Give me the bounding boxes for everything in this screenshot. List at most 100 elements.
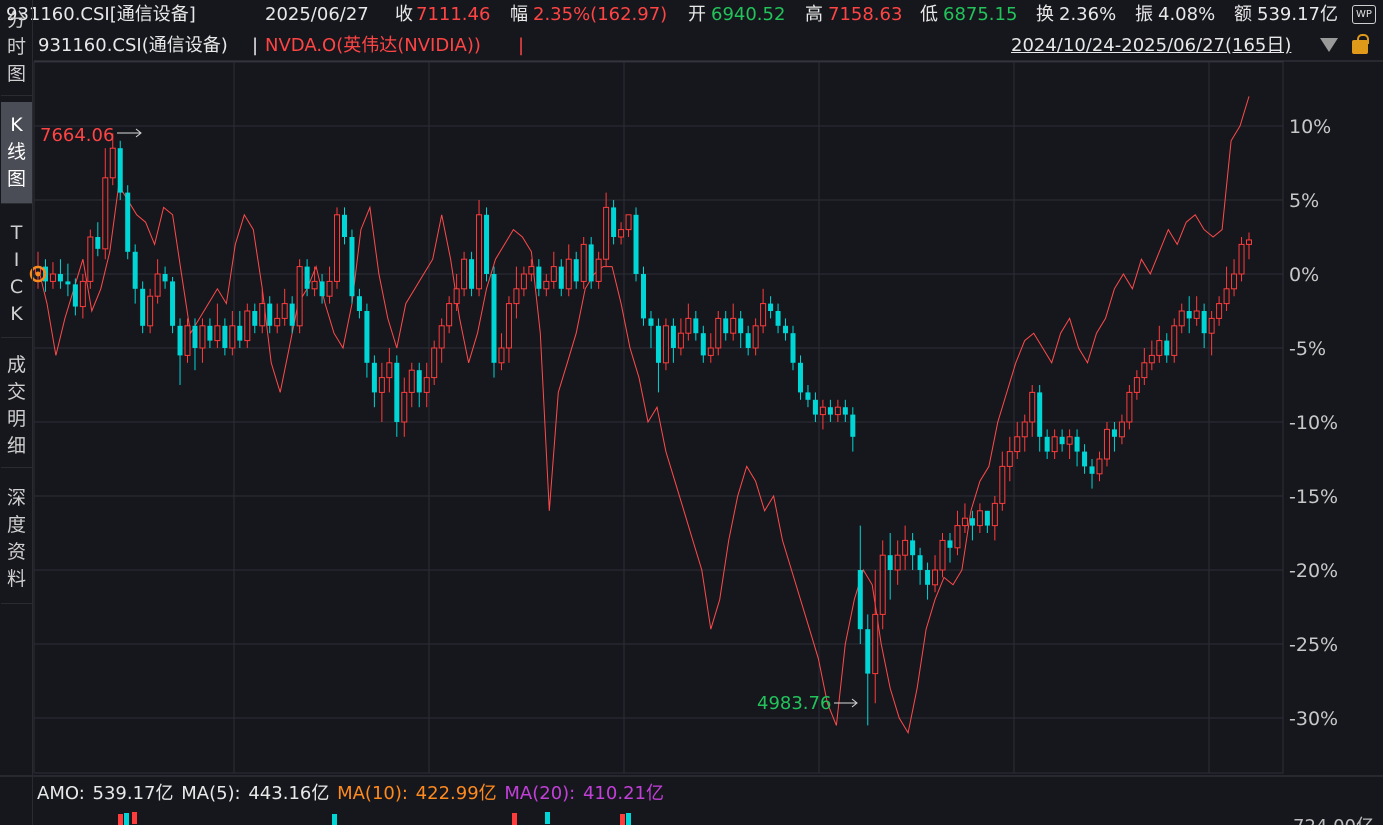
compare-series-label[interactable]: NVDA.O(英伟达(NVIDIA)) (265, 35, 481, 56)
sidebar-char: I (13, 248, 20, 271)
sidebar-char: 深 (6, 486, 26, 509)
candle (1103, 422, 1110, 467)
ma5-label: MA(5): (181, 783, 241, 804)
candle (469, 251, 475, 297)
candle (865, 614, 871, 726)
candle (976, 503, 983, 533)
candle (438, 318, 445, 363)
sidebar-char: K (10, 302, 23, 325)
candle (184, 318, 191, 363)
ma10-value: 422.99亿 (415, 783, 497, 804)
wp-icon[interactable]: WP (1352, 5, 1376, 24)
candle (371, 355, 377, 408)
candle (1238, 237, 1245, 282)
candle (386, 348, 393, 393)
candle (730, 303, 737, 341)
origin-marker-dot (35, 271, 41, 277)
high-label: 高 (805, 4, 823, 25)
candle (1126, 385, 1133, 430)
high-marker-label: 7664.06 (40, 125, 114, 146)
candle (536, 259, 542, 297)
candle (319, 274, 325, 304)
plot-border (33, 61, 1284, 774)
candle (588, 237, 594, 289)
candle (296, 259, 303, 334)
sidebar-char: C (9, 275, 24, 298)
candle (641, 266, 646, 326)
candle (1216, 296, 1223, 326)
candle (595, 251, 602, 289)
ma20-value: 410.21亿 (582, 783, 664, 804)
candle (812, 392, 818, 422)
y-axis-ticks: 10% 5% 0% -5% -10% -15% -20% -25% -30% (1289, 116, 1338, 730)
amo-value: 539.17亿 (92, 783, 174, 804)
candle (341, 207, 347, 245)
candle (461, 251, 468, 297)
candle (1164, 333, 1170, 363)
sidebar-char: 分 (6, 9, 26, 31)
candle (229, 311, 236, 356)
candle (954, 510, 961, 556)
sidebar-item-kline[interactable]: K 线 图 (1, 102, 32, 204)
high-marker-arrowhead (135, 128, 142, 138)
candle (498, 333, 505, 371)
open-value: 6940.52 (711, 4, 786, 25)
candle (783, 318, 789, 341)
volume-bar (512, 813, 517, 825)
candle (752, 318, 759, 356)
lock-icon[interactable] (1352, 34, 1369, 54)
candle (894, 540, 901, 585)
candle (677, 318, 684, 356)
sidebar-char: 成 (6, 353, 26, 376)
candle (311, 266, 318, 297)
low-marker-arrowhead (851, 698, 858, 708)
candle (252, 303, 258, 334)
candle (693, 311, 699, 341)
candle (625, 214, 632, 237)
chevron-down-icon[interactable] (1320, 38, 1338, 52)
candle (1208, 311, 1215, 356)
volume-legend: AMO: 539.17亿 MA(5): 443.16亿 MA(10): 422.… (37, 780, 666, 808)
sidebar-char: 交 (6, 380, 26, 403)
change-label: 幅 (510, 4, 528, 25)
candle (267, 296, 273, 334)
candle (603, 192, 610, 267)
y-tick-label: -20% (1289, 560, 1338, 582)
candle (834, 399, 841, 422)
candle (431, 340, 438, 385)
candle (147, 288, 154, 334)
candle (685, 303, 692, 341)
sidebar-char: 图 (6, 63, 26, 85)
candle (580, 237, 587, 289)
candle (805, 385, 811, 408)
sidebar-item-tick[interactable]: T I C K (1, 210, 32, 338)
candle (214, 303, 221, 348)
sidebar-item-timeshare[interactable]: 分 时 图 (1, 0, 32, 96)
amount-value: 539.17亿 (1257, 4, 1338, 25)
main-series-label[interactable]: 931160.CSI(通信设备) (38, 35, 228, 56)
candle (1006, 436, 1013, 482)
candle (999, 451, 1006, 511)
sidebar-item-trade-details[interactable]: 成 交 明 细 (1, 344, 32, 468)
candle (423, 362, 430, 408)
extreme-markers: 7664.06 4983.76 (29, 125, 858, 714)
y-tick-label: -25% (1289, 634, 1338, 656)
candle (125, 185, 131, 260)
candle (565, 244, 572, 297)
sidebar-char: T (10, 221, 23, 244)
volume-bar (132, 812, 137, 824)
sidebar-item-depth-info[interactable]: 深 度 资 料 (1, 474, 32, 604)
origin-marker-icon[interactable] (29, 265, 47, 283)
candle (394, 355, 400, 437)
candle (842, 399, 848, 422)
candle (35, 251, 41, 289)
candle (1246, 232, 1252, 260)
date-range-selector[interactable]: 2024/10/24-2025/06/27(165日) (1011, 35, 1292, 56)
ma5-value: 443.16亿 (248, 783, 330, 804)
candle (378, 362, 385, 422)
y-tick-label: -30% (1289, 708, 1338, 730)
low-marker-label: 4983.76 (757, 693, 831, 714)
volume-bar (620, 814, 625, 825)
